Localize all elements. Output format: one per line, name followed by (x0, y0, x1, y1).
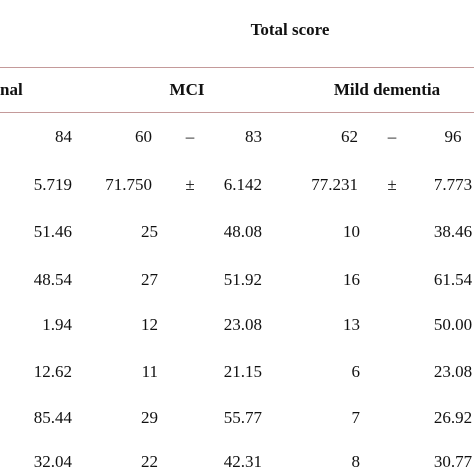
table-cell: 85.44 (33, 408, 72, 427)
table-cell: 32.04 (33, 452, 72, 471)
table-cell: 26.92 (433, 408, 473, 427)
table-cell: 10 (343, 222, 360, 241)
rule (0, 112, 474, 113)
table-cell: 27 (141, 270, 158, 289)
table-cell: 38.46 (433, 222, 473, 241)
table-cell: 1.94 (42, 315, 72, 334)
table-cell: 51.46 (33, 222, 72, 241)
table-cell: ± (387, 175, 397, 194)
table-cell: ± (185, 175, 195, 194)
table-cell: 30.77 (433, 452, 473, 471)
table-cell: 13 (343, 315, 360, 334)
table-cell: – (185, 127, 195, 146)
table-cell: 51.92 (223, 270, 262, 289)
table-cell: 7 (351, 408, 361, 427)
group-header: nal (0, 80, 23, 99)
table-cell: 77.231 (311, 175, 358, 194)
table-cell: 71.750 (105, 175, 152, 194)
table-cell: 12.62 (33, 362, 72, 381)
table-cell: 61.54 (433, 270, 473, 289)
table-cell: 60 (135, 127, 152, 146)
group-header: MCI (169, 80, 205, 99)
table-cell: 23.08 (433, 362, 473, 381)
table-title: Total score (250, 20, 330, 39)
table-cell: – (387, 127, 397, 146)
table-cell: 84 (55, 127, 72, 146)
rule (0, 67, 474, 68)
table-cell: 16 (343, 270, 360, 289)
table-cell: 25 (141, 222, 158, 241)
table-cell: 55.77 (223, 408, 262, 427)
table-cell: 48.08 (223, 222, 262, 241)
table-cell: 8 (351, 452, 361, 471)
table-cell: 7.773 (433, 175, 473, 194)
table-cell: 22 (141, 452, 158, 471)
table-cell: 50.00 (433, 315, 473, 334)
table-cell: 6 (351, 362, 361, 381)
table-cell: 96 (444, 127, 462, 146)
table-cell: 42.31 (223, 452, 262, 471)
table-cell: 12 (141, 315, 158, 334)
table-cell: 23.08 (223, 315, 262, 334)
table-cell: 62 (341, 127, 358, 146)
group-header: Mild dementia (333, 80, 441, 99)
table-cell: 21.15 (223, 362, 262, 381)
table-cell: 6.142 (223, 175, 262, 194)
table-cell: 48.54 (33, 270, 72, 289)
table-cell: 11 (141, 362, 158, 381)
table-cell: 5.719 (33, 175, 72, 194)
table-cell: 29 (141, 408, 158, 427)
table-cell: 83 (245, 127, 262, 146)
